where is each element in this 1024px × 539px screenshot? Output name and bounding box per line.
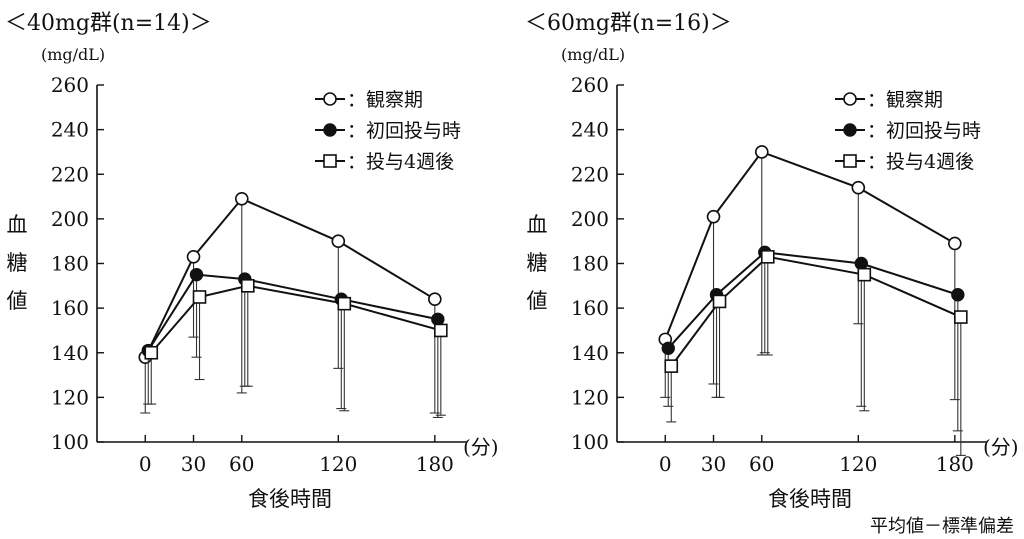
x-tick-label: 60 — [749, 452, 774, 476]
marker-open-circle — [186, 250, 201, 264]
series-2 — [141, 267, 445, 419]
marker-open-square — [712, 294, 727, 309]
chart-title: ＜40mg群(n=14)＞ — [5, 11, 212, 36]
marker-open-square — [664, 359, 679, 373]
y-tick-label: 100 — [571, 430, 609, 454]
marker-open-circle — [323, 92, 337, 106]
x-axis-label: 食後時間 — [768, 487, 852, 511]
x-tick-label: 120 — [839, 452, 877, 476]
marker-open-circle — [428, 292, 442, 307]
y-axis-label: 値 — [527, 289, 548, 313]
marker-open-circle — [843, 92, 857, 106]
chart-title: ＜60mg群(n=16)＞ — [525, 11, 732, 36]
legend-label: ：初回投与時 — [347, 120, 461, 142]
legend-label: ：観察期 — [347, 89, 423, 111]
y-axis-label: 糖 — [7, 251, 28, 275]
chart-panel-2: ＜60mg群(n=16)＞ (mg/dL) 血糖値 100 120 140 160 180 20… — [525, 11, 1019, 511]
footnote: 平均値－標準偏差 — [870, 516, 1014, 537]
marker-open-square — [434, 323, 448, 338]
chart-panel-1: ＜40mg群(n=14)＞ (mg/dL) 血糖値 100 120 140 160 180 20… — [5, 11, 499, 511]
x-unit-label: (分) — [983, 435, 1019, 459]
legend-label: ：投与4週後 — [347, 151, 454, 173]
x-tick-label: 180 — [416, 452, 454, 476]
marker-open-square — [240, 279, 255, 293]
y-tick-label: 180 — [571, 252, 609, 276]
marker-open-square — [954, 310, 968, 324]
y-tick-label: 100 — [51, 430, 89, 454]
y-axis-label: 血 — [527, 213, 548, 237]
marker-open-square — [192, 290, 207, 304]
y-tick-label: 140 — [571, 341, 609, 365]
x-unit-label: (分) — [463, 435, 499, 459]
y-tick-label: 260 — [51, 73, 89, 97]
marker-filled-circle — [843, 123, 857, 137]
legend-entry: ：投与4週後 — [835, 151, 974, 173]
y-tick-label: 180 — [51, 252, 89, 276]
legend-label: ：初回投与時 — [867, 120, 981, 142]
marker-open-square — [843, 154, 857, 168]
y-axis-label: 血 — [7, 213, 28, 237]
legend-entry: ：観察期 — [835, 89, 943, 111]
marker-open-square — [857, 267, 872, 282]
marker-filled-circle — [323, 123, 337, 137]
y-unit-label: (mg/dL) — [561, 45, 625, 64]
marker-filled-circle — [854, 256, 869, 271]
series-3 — [664, 250, 968, 456]
marker-open-circle — [754, 145, 769, 159]
series-1 — [138, 191, 442, 414]
y-axis-label: 糖 — [527, 251, 548, 275]
series-1 — [658, 145, 962, 401]
series-line — [144, 197, 436, 358]
marker-filled-circle — [189, 267, 204, 282]
x-tick-label: 30 — [701, 452, 726, 476]
legend-entry: ：初回投与時 — [835, 120, 981, 142]
y-tick-label: 240 — [571, 118, 609, 142]
series-line — [667, 251, 959, 349]
series-line — [664, 150, 956, 340]
y-tick-label: 260 — [571, 73, 609, 97]
series-line — [670, 255, 962, 367]
y-tick-label: 220 — [51, 162, 89, 186]
y-tick-label: 160 — [51, 296, 89, 320]
y-tick-label: 200 — [571, 207, 609, 231]
y-tick-label: 220 — [571, 162, 609, 186]
marker-filled-circle — [431, 312, 445, 326]
marker-open-circle — [706, 209, 721, 224]
marker-filled-circle — [661, 341, 675, 355]
x-tick-label: 30 — [181, 452, 206, 476]
series-3 — [144, 279, 448, 416]
marker-open-circle — [331, 234, 346, 248]
y-unit-label: (mg/dL) — [41, 45, 105, 64]
x-tick-label: 120 — [319, 452, 357, 476]
series-2 — [661, 245, 965, 432]
marker-open-square — [144, 345, 159, 360]
legend-entry: ：観察期 — [315, 89, 423, 111]
legend-label: ：観察期 — [867, 89, 943, 111]
marker-filled-circle — [951, 288, 965, 302]
marker-open-circle — [234, 191, 249, 206]
x-axis-label: 食後時間 — [248, 487, 332, 511]
marker-open-circle — [948, 236, 962, 251]
marker-open-square — [337, 296, 352, 311]
y-tick-label: 240 — [51, 118, 89, 142]
x-tick-label: 0 — [659, 452, 672, 476]
y-tick-label: 160 — [571, 296, 609, 320]
y-axis-label: 値 — [7, 289, 28, 313]
legend-entry: ：初回投与時 — [315, 120, 461, 142]
y-tick-label: 140 — [51, 341, 89, 365]
legend-label: ：投与4週後 — [867, 151, 974, 173]
y-tick-label: 120 — [51, 385, 89, 409]
series-line — [147, 273, 439, 352]
marker-open-square — [760, 250, 775, 264]
y-tick-label: 120 — [571, 385, 609, 409]
x-tick-label: 180 — [936, 452, 974, 476]
marker-open-square — [323, 154, 337, 168]
legend-entry: ：投与4週後 — [315, 151, 454, 173]
y-tick-label: 200 — [51, 207, 89, 231]
marker-open-circle — [851, 180, 866, 195]
x-tick-label: 60 — [229, 452, 254, 476]
x-tick-label: 0 — [139, 452, 152, 476]
